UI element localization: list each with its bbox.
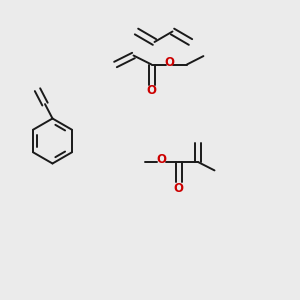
- Text: O: O: [173, 182, 184, 195]
- Text: O: O: [164, 56, 175, 69]
- Text: O: O: [146, 84, 157, 98]
- Text: O: O: [156, 153, 166, 166]
